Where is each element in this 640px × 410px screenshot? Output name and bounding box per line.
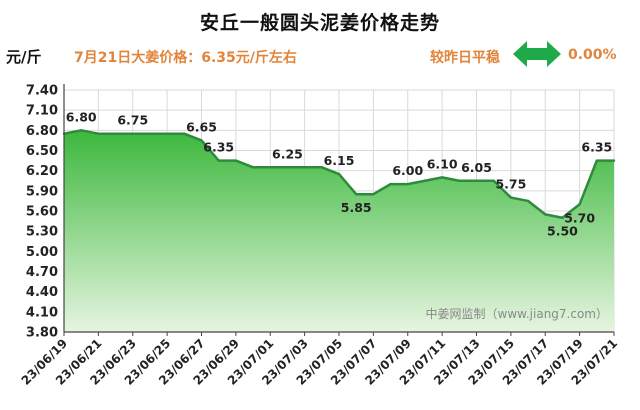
data-point: [544, 213, 547, 216]
data-point: [406, 182, 409, 186]
data-point: [234, 159, 238, 162]
double-arrow-icon: [513, 41, 561, 67]
y-tick-label: 5.00: [26, 245, 58, 260]
data-point: [183, 132, 186, 135]
data-point: [200, 139, 203, 142]
compare-label: 较昨日平稳: [430, 50, 500, 66]
data-point: [372, 192, 375, 196]
area-series: [62, 129, 616, 332]
data-point: [354, 192, 358, 196]
y-tick-label: 5.30: [26, 225, 58, 240]
data-label: 6.35: [203, 140, 234, 155]
watermark: 中姜网监制（www.jiang7.com）: [426, 306, 608, 321]
data-point: [612, 159, 616, 162]
data-point: [492, 179, 495, 182]
data-label: 6.00: [392, 163, 423, 178]
data-point: [286, 166, 289, 169]
data-label: 6.80: [66, 109, 97, 124]
data-label: 6.65: [186, 119, 217, 134]
data-point: [79, 129, 83, 132]
data-label: 5.75: [495, 177, 526, 192]
data-label: 6.25: [272, 146, 303, 161]
y-tick-label: 4.40: [26, 285, 58, 300]
y-tick-label: 4.10: [26, 305, 58, 320]
unit-label: 元/斤: [6, 48, 42, 66]
data-point: [526, 199, 530, 203]
data-label: 5.85: [341, 200, 372, 215]
data-point: [114, 132, 117, 135]
data-point: [561, 216, 564, 219]
y-tick-label: 3.80: [26, 326, 58, 341]
data-label: 6.15: [324, 153, 355, 168]
y-tick-label: 4.70: [26, 265, 58, 280]
y-tick-label: 7.40: [26, 84, 58, 99]
data-label: 5.50: [547, 224, 578, 239]
data-point: [475, 179, 478, 182]
y-tick-label: 6.80: [26, 124, 58, 139]
data-point: [97, 132, 100, 135]
y-tick-label: 6.20: [26, 164, 58, 179]
y-tick-label: 5.60: [26, 205, 58, 220]
data-point: [337, 172, 341, 176]
data-label: 6.10: [427, 156, 458, 171]
data-point: [269, 166, 272, 169]
data-point: [595, 159, 599, 162]
y-tick-label: 6.50: [26, 144, 58, 159]
data-point: [131, 132, 134, 135]
data-point: [217, 159, 220, 162]
y-tick-label: 7.10: [26, 104, 58, 119]
data-point: [440, 176, 444, 179]
data-label: 5.70: [564, 210, 595, 225]
data-point: [320, 166, 324, 169]
data-point: [389, 182, 392, 186]
price-summary: 7月21日大姜价格：6.35元/斤左右: [74, 50, 297, 66]
data-label: 6.35: [581, 140, 612, 155]
data-label: 6.75: [117, 113, 148, 128]
data-point: [458, 179, 461, 182]
data-point: [509, 196, 513, 199]
y-tick-label: 5.90: [26, 184, 58, 199]
data-point: [423, 179, 427, 182]
data-point: [578, 203, 581, 206]
data-label: 6.05: [461, 160, 492, 175]
data-point: [148, 132, 152, 135]
data-point: [251, 166, 255, 169]
chart-title: 安丘一般圆头泥姜价格走势: [199, 12, 440, 34]
data-point: [303, 166, 306, 169]
data-point: [165, 132, 169, 135]
data-labels: 6.80 6.75 6.65 6.35 6.25 6.15 5.85 6.00 6.10 6.05…: [66, 109, 612, 238]
compare-value: 0.00%: [568, 47, 617, 63]
